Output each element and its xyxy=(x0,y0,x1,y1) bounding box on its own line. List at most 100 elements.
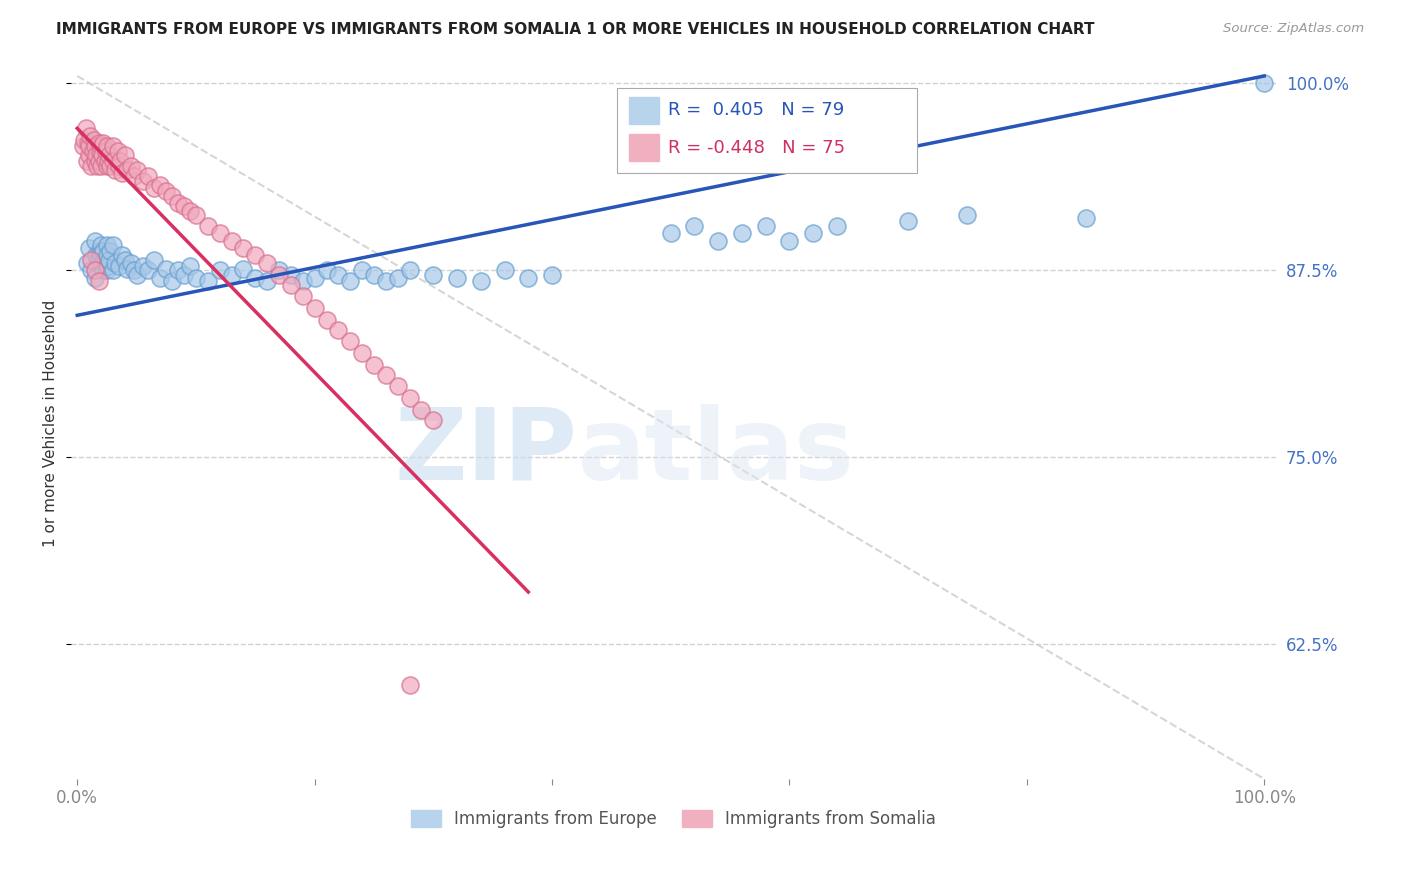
Point xyxy=(149,271,172,285)
Point xyxy=(122,263,145,277)
Point xyxy=(94,144,117,158)
Point xyxy=(328,323,350,337)
Point xyxy=(232,241,254,255)
Point xyxy=(90,139,112,153)
Point xyxy=(96,248,118,262)
Point xyxy=(363,268,385,282)
Point xyxy=(120,256,142,270)
Point xyxy=(122,169,145,184)
Point xyxy=(352,263,374,277)
Text: R =  0.405   N = 79: R = 0.405 N = 79 xyxy=(668,102,844,120)
Point xyxy=(280,278,302,293)
Point xyxy=(83,133,105,147)
Point xyxy=(98,252,121,267)
Point xyxy=(96,238,118,252)
Point xyxy=(98,148,121,162)
Point xyxy=(97,259,120,273)
Point xyxy=(374,274,396,288)
Point xyxy=(291,289,314,303)
Point xyxy=(149,178,172,193)
Point xyxy=(422,268,444,282)
Point xyxy=(115,261,138,276)
Point xyxy=(93,263,115,277)
Point xyxy=(155,261,177,276)
Text: atlas: atlas xyxy=(578,404,853,500)
Point xyxy=(77,241,100,255)
Point xyxy=(398,391,420,405)
Point xyxy=(411,402,433,417)
Point xyxy=(160,188,183,202)
Point xyxy=(93,252,115,267)
Point xyxy=(256,274,278,288)
Point xyxy=(173,268,195,282)
Point xyxy=(125,268,148,282)
Point xyxy=(93,136,115,151)
Point xyxy=(184,208,207,222)
Point xyxy=(89,144,111,158)
Point xyxy=(197,219,219,233)
Point xyxy=(683,219,706,233)
Point xyxy=(179,259,201,273)
Point xyxy=(115,163,138,178)
Point xyxy=(315,312,337,326)
Point xyxy=(339,274,361,288)
FancyBboxPatch shape xyxy=(628,134,659,161)
Point xyxy=(77,136,100,151)
Point xyxy=(184,271,207,285)
Legend: Immigrants from Europe, Immigrants from Somalia: Immigrants from Europe, Immigrants from … xyxy=(405,803,943,835)
Point xyxy=(111,248,134,262)
Point xyxy=(79,128,101,143)
Point xyxy=(87,274,110,288)
Point xyxy=(280,268,302,282)
Point xyxy=(72,139,94,153)
Point xyxy=(93,154,115,169)
Point xyxy=(89,244,111,258)
Point xyxy=(84,263,107,277)
Point xyxy=(897,214,920,228)
Point xyxy=(328,268,350,282)
Text: ZIP: ZIP xyxy=(395,404,578,500)
Point xyxy=(398,678,420,692)
Point xyxy=(304,271,326,285)
Point xyxy=(363,358,385,372)
Point xyxy=(91,256,114,270)
Point xyxy=(143,181,166,195)
Point xyxy=(114,148,136,162)
Point xyxy=(101,154,124,169)
Point xyxy=(101,238,124,252)
Point xyxy=(84,148,107,162)
Point xyxy=(221,268,243,282)
Point xyxy=(256,256,278,270)
Point xyxy=(107,144,129,158)
Point xyxy=(825,219,848,233)
Point xyxy=(96,139,118,153)
Point xyxy=(97,154,120,169)
Point xyxy=(339,334,361,348)
Point xyxy=(90,247,112,261)
Point xyxy=(1253,77,1275,91)
Point xyxy=(755,219,778,233)
Point xyxy=(77,148,100,162)
Point xyxy=(143,252,166,267)
Point xyxy=(80,159,103,173)
Point xyxy=(387,378,409,392)
Point xyxy=(197,274,219,288)
Point xyxy=(707,234,730,248)
Text: Source: ZipAtlas.com: Source: ZipAtlas.com xyxy=(1223,22,1364,36)
Text: R = -0.448   N = 75: R = -0.448 N = 75 xyxy=(668,139,845,157)
Point xyxy=(517,271,540,285)
Point xyxy=(91,148,114,162)
Point xyxy=(87,136,110,151)
Point xyxy=(956,208,979,222)
Point xyxy=(131,174,153,188)
Point xyxy=(84,234,107,248)
Point xyxy=(160,274,183,288)
Point xyxy=(107,259,129,273)
Point xyxy=(446,271,468,285)
Point xyxy=(100,159,122,173)
Point xyxy=(138,169,160,184)
Point xyxy=(291,274,314,288)
Y-axis label: 1 or more Vehicles in Household: 1 or more Vehicles in Household xyxy=(44,300,58,548)
Point xyxy=(374,368,396,383)
FancyBboxPatch shape xyxy=(628,97,659,124)
